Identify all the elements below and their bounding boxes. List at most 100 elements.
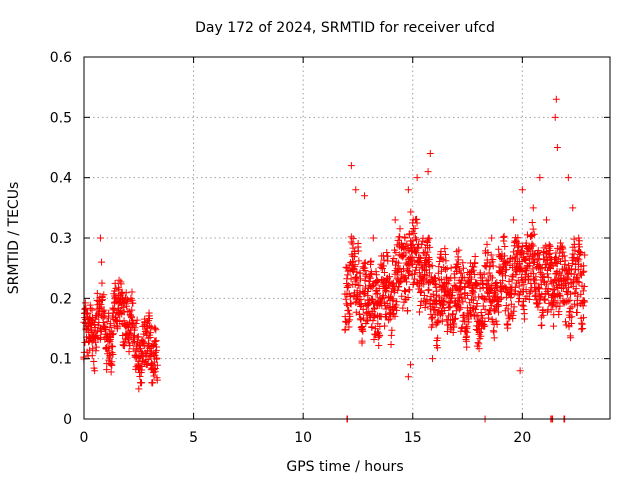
data-point	[459, 259, 467, 267]
data-point	[129, 319, 137, 327]
data-point	[420, 280, 428, 288]
data-point	[434, 316, 442, 324]
data-point	[344, 282, 352, 290]
data-point	[545, 299, 553, 307]
data-point	[363, 317, 371, 325]
data-point	[574, 292, 582, 300]
chart-title: Day 172 of 2024, SRMTID for receiver ufc…	[195, 20, 495, 36]
data-point	[401, 273, 409, 281]
data-point	[556, 239, 564, 247]
data-point	[455, 266, 463, 274]
data-point	[113, 323, 121, 331]
data-point	[575, 255, 583, 263]
data-point	[420, 292, 428, 300]
data-point	[366, 260, 374, 268]
data-point	[425, 255, 433, 263]
data-point	[579, 302, 587, 310]
data-point	[488, 274, 496, 282]
data-point	[143, 350, 151, 358]
data-point	[376, 322, 384, 330]
data-point	[431, 274, 439, 282]
data-point	[522, 267, 530, 275]
data-point	[393, 306, 401, 314]
data-point	[400, 243, 408, 251]
data-point	[369, 234, 377, 242]
data-point	[440, 264, 448, 272]
data-point	[103, 318, 111, 326]
data-point	[467, 275, 475, 283]
data-point	[84, 316, 92, 324]
data-point	[358, 337, 366, 345]
data-point	[425, 286, 433, 294]
data-point	[98, 296, 106, 304]
data-point	[383, 283, 391, 291]
data-point	[552, 95, 560, 103]
data-point	[456, 305, 464, 313]
data-point	[418, 241, 426, 249]
data-point	[571, 288, 579, 296]
data-point	[403, 240, 411, 248]
data-point	[381, 322, 389, 330]
data-point	[556, 292, 564, 300]
data-point	[441, 307, 449, 315]
data-point	[140, 338, 148, 346]
data-point	[481, 305, 489, 313]
data-point	[439, 256, 447, 264]
data-point	[108, 342, 116, 350]
data-point	[437, 267, 445, 275]
data-point	[124, 297, 132, 305]
data-point	[445, 312, 453, 320]
data-point	[423, 295, 431, 303]
data-point	[535, 251, 543, 259]
data-point	[468, 267, 476, 275]
data-point	[576, 243, 584, 251]
data-point	[366, 274, 374, 282]
data-point	[121, 294, 129, 302]
data-point	[511, 253, 519, 261]
data-point	[429, 290, 437, 298]
data-point	[437, 248, 445, 256]
data-point	[550, 322, 558, 330]
data-point	[463, 328, 471, 336]
data-point	[525, 296, 533, 304]
data-point	[103, 366, 111, 374]
data-point	[128, 288, 136, 296]
data-point	[352, 186, 360, 194]
data-point	[514, 277, 522, 285]
data-point	[567, 265, 575, 273]
data-point	[454, 262, 462, 270]
data-point	[575, 237, 583, 245]
data-point	[393, 298, 401, 306]
data-point	[346, 312, 354, 320]
data-point	[471, 253, 479, 261]
data-point	[554, 244, 562, 252]
data-point	[532, 273, 540, 281]
data-point	[109, 330, 117, 338]
data-point	[426, 269, 433, 277]
data-point	[549, 302, 557, 310]
data-point	[567, 319, 575, 327]
data-point	[131, 324, 139, 332]
data-point	[448, 292, 456, 300]
data-point	[415, 269, 423, 277]
data-point	[473, 280, 481, 288]
data-point	[97, 301, 105, 309]
data-point	[569, 250, 577, 258]
data-point	[441, 251, 449, 259]
data-point	[581, 298, 589, 306]
data-point	[497, 294, 505, 302]
data-point	[483, 256, 491, 264]
data-point	[439, 301, 447, 309]
data-point	[370, 282, 378, 290]
data-point	[373, 277, 381, 285]
data-point	[460, 274, 468, 282]
data-point	[147, 329, 155, 337]
data-point	[568, 260, 576, 268]
data-point	[106, 360, 114, 368]
data-point	[349, 244, 357, 252]
data-point	[380, 256, 388, 264]
data-point	[400, 287, 408, 295]
data-point	[375, 341, 383, 349]
data-point	[575, 278, 583, 286]
data-point	[109, 331, 117, 339]
